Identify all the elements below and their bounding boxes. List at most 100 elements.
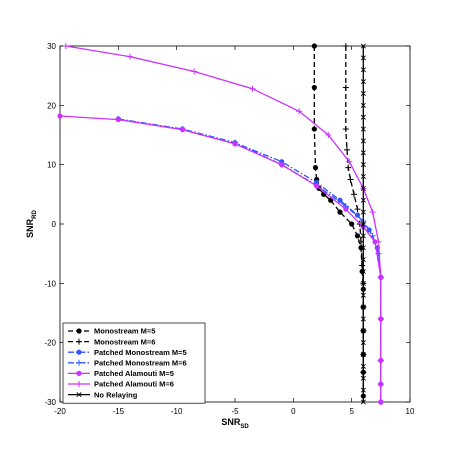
legend-label: Monostream M=5 [94, 327, 155, 336]
data-point [312, 165, 319, 171]
data-point [360, 304, 366, 310]
data-point [360, 387, 366, 393]
data-point [360, 328, 366, 334]
x-tick-label: -20 [54, 407, 66, 416]
data-point [360, 150, 366, 156]
legend-label: Patched Alamouti M=5 [94, 369, 174, 378]
data-point [354, 206, 361, 213]
data-point [76, 349, 82, 355]
x-axis-label-sub: SD [240, 424, 249, 430]
data-point [377, 357, 384, 364]
data-point [360, 197, 366, 203]
data-point [360, 292, 366, 298]
data-point [354, 233, 361, 239]
legend-item: Monostream M=6 [68, 337, 155, 346]
data-point [360, 316, 366, 322]
data-point [325, 132, 332, 138]
y-tick-label: -30 [44, 398, 56, 407]
data-point [360, 162, 366, 168]
x-tick-label: 5 [349, 407, 354, 416]
x-tick-label: 0 [291, 407, 296, 416]
y-tick-label: 20 [47, 101, 56, 110]
data-point [360, 280, 366, 286]
data-point [76, 338, 82, 345]
legend-item: Monostream M=5 [68, 327, 155, 336]
data-point [76, 392, 82, 398]
series-line [313, 46, 364, 397]
x-tick-label: -5 [231, 407, 239, 416]
data-point [57, 113, 63, 119]
x-tick-label: -15 [113, 407, 125, 416]
data-point [346, 158, 353, 165]
data-point [62, 43, 69, 49]
data-point [377, 315, 384, 322]
data-point [232, 141, 238, 147]
legend-item: Patched Monostream M=5 [68, 348, 187, 357]
data-point [377, 399, 384, 405]
data-point [349, 221, 355, 227]
data-point [360, 352, 366, 358]
data-point [342, 84, 349, 91]
data-point [296, 108, 303, 115]
data-point [127, 53, 133, 60]
y-axis-label-sub: RD [32, 209, 38, 218]
x-tick-label: -10 [171, 407, 183, 416]
legend-label: Patched Monostream M=5 [94, 348, 187, 357]
data-point [375, 238, 382, 245]
data-point [351, 191, 357, 198]
data-point [360, 174, 366, 180]
y-tick-label: -10 [44, 279, 56, 288]
data-point [311, 43, 317, 49]
y-axis-label: SNRRD [25, 209, 38, 237]
y-tick-label: -20 [44, 339, 56, 348]
data-point [76, 359, 82, 366]
data-point [360, 67, 366, 73]
series-layer [57, 43, 384, 405]
data-point [360, 233, 366, 239]
data-point [311, 84, 317, 91]
legend-label: Patched Monostream M=6 [94, 359, 187, 368]
legend-item: Patched Alamouti M=6 [68, 380, 174, 389]
data-point [377, 274, 384, 281]
legend-label: Monostream M=6 [94, 337, 155, 346]
data-point [360, 126, 366, 132]
data-point [354, 212, 361, 218]
x-axis-label: SNRSD [221, 417, 249, 430]
legend-item: Patched Alamouti M=5 [68, 369, 174, 378]
data-point [342, 126, 349, 133]
data-point [279, 162, 285, 168]
data-point [360, 340, 366, 346]
y-tick-label: 0 [52, 220, 57, 229]
data-point [360, 55, 366, 61]
data-point [360, 257, 366, 263]
data-point [360, 138, 366, 144]
legend-label: No Relaying [94, 390, 138, 399]
data-point [311, 126, 317, 132]
data-point [369, 209, 376, 216]
data-point [345, 164, 352, 171]
data-point [76, 370, 82, 376]
data-point [314, 183, 320, 189]
data-point [344, 146, 350, 153]
data-point [191, 68, 198, 75]
data-point [76, 381, 82, 387]
data-point [360, 209, 366, 215]
data-point [377, 381, 384, 388]
legend-item: No Relaying [68, 390, 138, 399]
y-tick-label: 30 [47, 42, 56, 51]
data-point [76, 328, 82, 334]
data-point [360, 363, 366, 369]
data-point [360, 90, 366, 96]
data-point [360, 221, 366, 227]
data-point [360, 399, 366, 405]
legend-label: Patched Alamouti M=6 [94, 380, 174, 389]
data-point [115, 116, 121, 123]
data-point [360, 185, 366, 191]
data-point [360, 114, 366, 120]
data-point [360, 268, 366, 274]
legend-item: Patched Monostream M=6 [68, 359, 187, 368]
data-point [347, 176, 354, 183]
data-point [360, 375, 366, 381]
